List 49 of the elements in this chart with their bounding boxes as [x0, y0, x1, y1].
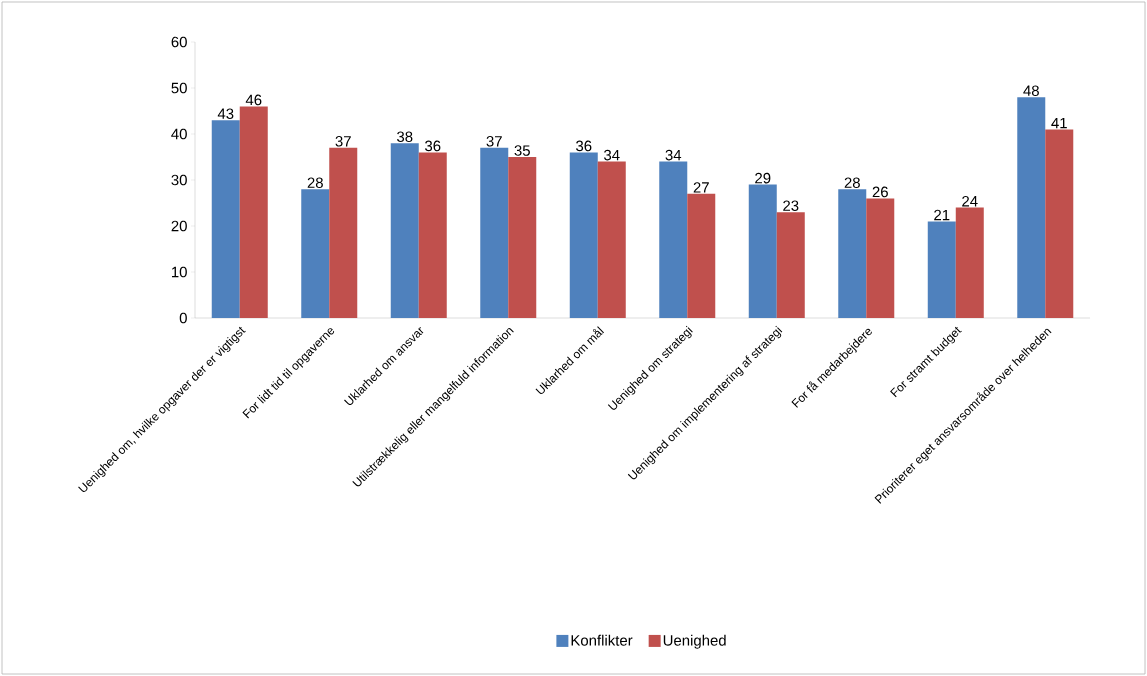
data-label: 21: [934, 209, 950, 221]
bar: [748, 184, 777, 318]
legend-label: Uenighed: [663, 634, 726, 649]
data-label: 28: [844, 177, 860, 188]
data-label: 27: [693, 182, 709, 193]
bar: [239, 106, 268, 318]
data-label: 34: [665, 149, 682, 161]
y-tick-label: 20: [171, 220, 187, 232]
bar: [776, 212, 805, 318]
bar: [508, 157, 537, 318]
data-label: 35: [514, 145, 530, 156]
data-label: 41: [1051, 117, 1067, 129]
data-label: 48: [1023, 85, 1039, 96]
y-tick-label: 10: [172, 266, 187, 278]
data-label: 36: [425, 140, 441, 152]
y-tick-label: 60: [171, 36, 187, 48]
data-label: 38: [397, 131, 413, 142]
bar: [1045, 129, 1074, 318]
y-tick-label: 30: [171, 174, 187, 186]
y-tick-label: 0: [179, 312, 187, 324]
bar: [838, 189, 867, 318]
data-label: 46: [245, 94, 262, 106]
bar: [211, 120, 240, 318]
data-label: 23: [783, 200, 799, 211]
data-label: 36: [576, 140, 592, 152]
bar: [390, 143, 419, 318]
data-label: 37: [335, 136, 351, 147]
bar: [1017, 97, 1046, 318]
bar: [418, 152, 447, 318]
bar: [301, 189, 330, 318]
bar: [687, 193, 716, 318]
bar: [597, 161, 626, 318]
data-label: 34: [604, 149, 620, 161]
y-tick-label: 40: [171, 128, 187, 140]
data-label: 37: [486, 136, 502, 147]
y-tick-label: 50: [171, 82, 187, 94]
data-label: 28: [307, 177, 323, 188]
bar: [927, 221, 956, 318]
bar: [659, 161, 688, 318]
data-label: 43: [217, 108, 234, 119]
data-label: 26: [872, 186, 888, 198]
bar: [955, 207, 984, 318]
bar: [866, 198, 895, 318]
data-label: 29: [755, 172, 771, 184]
legend-label: Konflikter: [571, 634, 633, 646]
data-label: 24: [962, 195, 978, 207]
bar: [569, 152, 598, 318]
bar: [329, 147, 358, 318]
bar: [480, 147, 509, 318]
